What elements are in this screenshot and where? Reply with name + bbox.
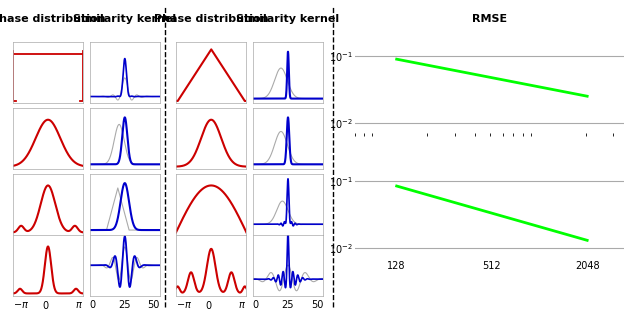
Text: $\pi$: $\pi$: [76, 300, 83, 310]
Text: 50: 50: [311, 300, 323, 310]
Text: Phase distribution: Phase distribution: [154, 14, 268, 24]
Text: $-\pi$: $-\pi$: [13, 300, 29, 310]
Text: Similarity kernel: Similarity kernel: [73, 14, 177, 24]
Text: $0$: $0$: [42, 299, 50, 310]
Text: 25: 25: [282, 300, 294, 310]
Text: 25: 25: [118, 300, 131, 310]
Text: 0: 0: [253, 300, 259, 310]
Text: Similarity kernel: Similarity kernel: [236, 14, 340, 24]
Text: 0: 0: [90, 300, 96, 310]
Text: $0$: $0$: [205, 299, 213, 310]
Text: $\pi$: $\pi$: [239, 300, 246, 310]
Text: $-\pi$: $-\pi$: [176, 300, 192, 310]
Text: RMSE: RMSE: [472, 14, 507, 24]
Text: Phase distribution: Phase distribution: [0, 14, 105, 24]
Text: 50: 50: [148, 300, 160, 310]
